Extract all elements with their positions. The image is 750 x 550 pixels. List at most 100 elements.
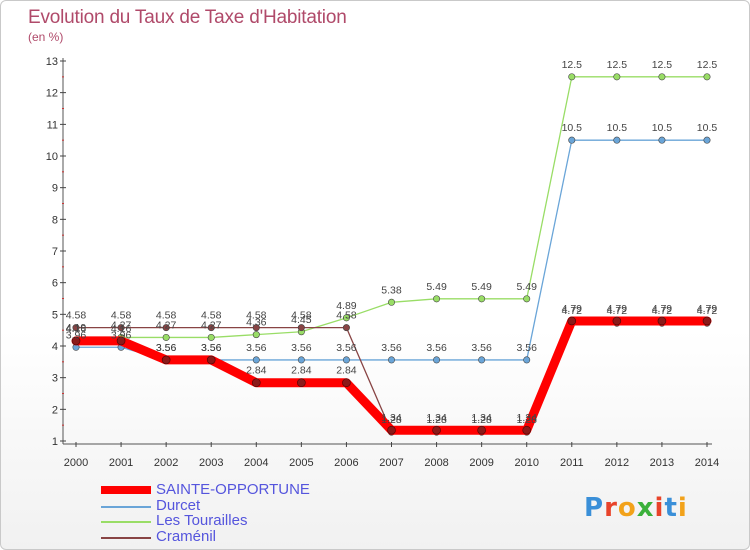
data-label: 4.27 (156, 319, 177, 331)
data-label: 4.72 (697, 305, 718, 317)
data-point (432, 425, 441, 435)
data-point (297, 378, 306, 388)
data-label: 4.19 (66, 322, 87, 334)
data-point (567, 316, 577, 326)
data-point (342, 356, 350, 364)
data-point (477, 425, 486, 435)
data-label: 3.96 (111, 329, 132, 341)
y-tick-label: 13 (46, 56, 58, 68)
data-point (612, 316, 622, 326)
y-tick-label: 5 (52, 309, 58, 321)
data-label: 3.56 (246, 342, 267, 354)
data-label: 4.16 (111, 323, 132, 335)
data-label: 4.72 (562, 305, 583, 317)
data-label: 1.34 (426, 412, 447, 424)
legend-label: Les Tourailles (156, 512, 248, 529)
y-tick-label: 6 (52, 278, 58, 290)
y-tick-label: 9 (52, 183, 58, 195)
data-label: 4.58 (66, 310, 87, 322)
data-label: 1.28 (471, 414, 492, 426)
y-tick-label: 10 (46, 151, 58, 163)
x-tick-label: 2006 (334, 457, 358, 469)
y-tick-label: 4 (52, 341, 58, 353)
x-tick-label: 2002 (154, 457, 178, 469)
data-label: 4.27 (201, 319, 222, 331)
data-point (478, 295, 486, 303)
data-label: 3.56 (516, 342, 537, 354)
y-tick-label: 2 (52, 404, 58, 416)
data-label: 4.72 (607, 305, 628, 317)
data-label: 10.5 (697, 122, 718, 134)
data-point (478, 356, 486, 364)
data-point (387, 298, 395, 306)
data-label: 1.34 (516, 412, 537, 424)
data-label: 4.36 (246, 317, 267, 329)
data-point (523, 356, 531, 364)
x-tick-label: 2003 (199, 457, 223, 469)
legend-label: Craménil (156, 527, 217, 545)
y-tick-label: 7 (52, 246, 58, 258)
y-tick-label: 12 (46, 88, 58, 100)
data-label: 4.58 (291, 310, 312, 322)
data-point (297, 356, 305, 364)
data-label: 10.5 (562, 122, 583, 134)
chart-unit: (en %) (28, 30, 64, 44)
data-point (433, 295, 441, 303)
data-label: 4.45 (291, 314, 312, 326)
y-tick-label: 8 (52, 214, 58, 226)
data-point (568, 73, 576, 81)
data-label: 10.5 (607, 122, 628, 134)
x-tick-label: 2012 (605, 457, 629, 469)
data-label: 4.79 (697, 303, 718, 315)
data-label: 1.28 (516, 414, 537, 426)
data-label: 3.56 (381, 342, 402, 354)
x-tick-label: 2007 (379, 457, 403, 469)
legend-item: Les Tourailles (101, 512, 331, 531)
data-point (252, 356, 260, 364)
legend-swatch (101, 536, 151, 539)
data-label: 12.5 (562, 59, 583, 71)
data-point (613, 136, 621, 144)
data-point (342, 324, 350, 332)
x-tick-label: 2009 (469, 457, 493, 469)
x-tick-label: 2005 (289, 457, 313, 469)
logo-letter: t (664, 493, 678, 523)
data-point (568, 136, 576, 144)
data-label: 4.58 (111, 310, 132, 322)
data-point (613, 73, 621, 81)
data-point (702, 316, 712, 326)
data-point (162, 333, 170, 341)
y-tick-label: 11 (47, 119, 58, 131)
data-point (433, 356, 441, 364)
data-label: 4.79 (652, 303, 673, 315)
x-tick-label: 2013 (650, 457, 674, 469)
x-tick-label: 2004 (244, 457, 268, 469)
data-label: 4.58 (246, 310, 267, 322)
logo-letter: i (654, 493, 665, 523)
data-label: 3.56 (201, 342, 222, 354)
data-label: 5.38 (381, 284, 402, 296)
legend-swatch (101, 505, 151, 508)
data-point (387, 425, 396, 435)
data-label: 12.5 (652, 59, 673, 71)
data-point (252, 324, 260, 332)
proxiti-logo: Proxiti (584, 493, 688, 523)
data-label: 4.89 (336, 300, 357, 312)
data-point (252, 331, 260, 339)
legend-label: SAINTE-OPPORTUNE (156, 481, 310, 498)
chart-title: Evolution du Taux de Taxe d'Habitation (28, 7, 347, 28)
legend-swatch (101, 521, 151, 523)
data-label: 3.56 (426, 342, 447, 354)
data-point (703, 136, 711, 144)
data-label: 10.5 (652, 122, 673, 134)
legend-swatch (101, 486, 151, 494)
data-point (72, 324, 80, 332)
data-point (207, 333, 215, 341)
data-label: 1.28 (381, 414, 402, 426)
data-label: 3.56 (291, 342, 312, 354)
legend-label: Durcet (156, 496, 201, 514)
data-point (206, 355, 216, 365)
data-point (522, 425, 532, 435)
